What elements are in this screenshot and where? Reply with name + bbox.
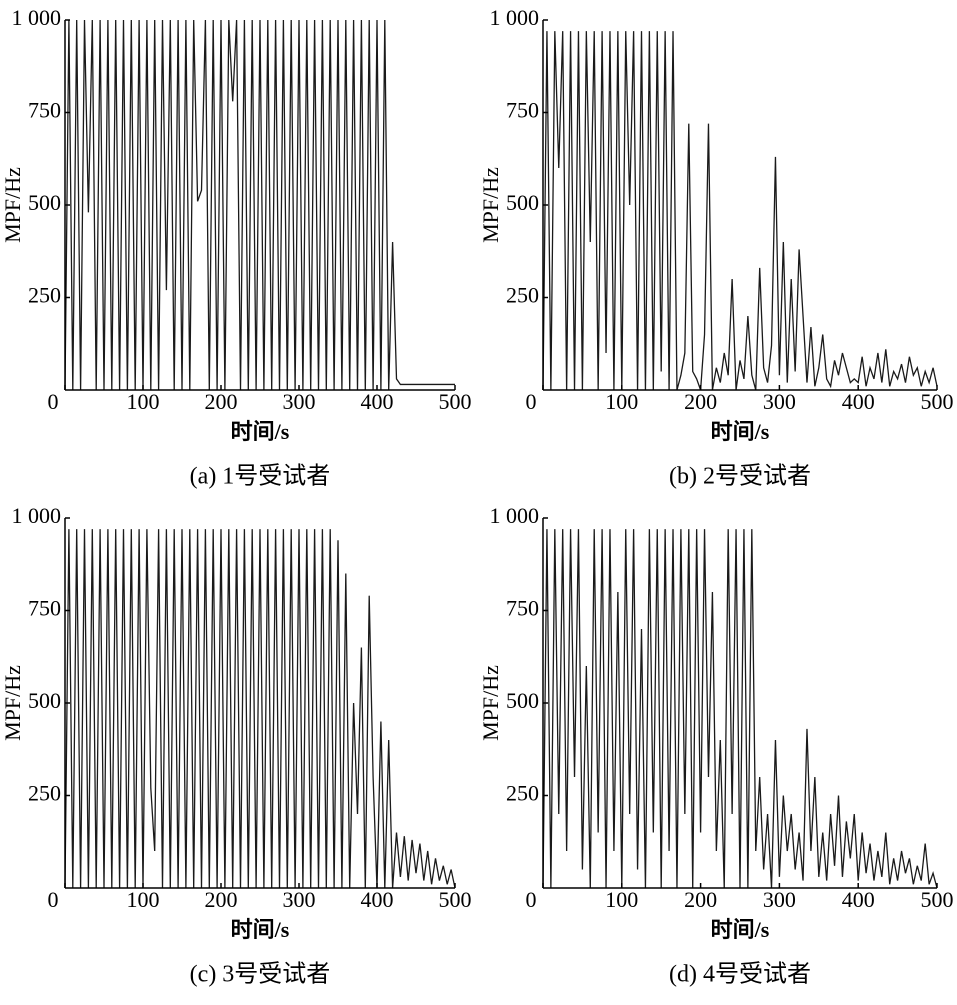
x-tick-label: 0: [526, 887, 537, 912]
panel-caption: (a) 1号受试者: [190, 463, 331, 490]
x-tick-label: 200: [684, 887, 717, 912]
x-tick-label: 300: [763, 887, 796, 912]
mpf-line: [64, 529, 456, 889]
x-axis-label: 时间/s: [711, 917, 770, 942]
y-axis-label: MPF/Hz: [0, 167, 25, 243]
x-tick-label: 500: [439, 389, 472, 414]
x-tick-label: 100: [127, 887, 160, 912]
x-tick-label: 0: [48, 887, 59, 912]
y-tick-label: 750: [28, 596, 61, 621]
panel-caption: (d) 4号受试者: [669, 961, 811, 988]
y-tick-label: 250: [506, 283, 539, 308]
x-tick-label: 0: [48, 389, 59, 414]
panel-caption: (c) 3号受试者: [190, 961, 331, 988]
y-axis-label: MPF/Hz: [0, 665, 25, 741]
x-tick-label: 400: [361, 389, 394, 414]
x-tick-label: 200: [684, 389, 717, 414]
y-tick-label: 500: [28, 688, 61, 713]
x-tick-label: 100: [127, 389, 160, 414]
x-axis-label: 时间/s: [231, 419, 290, 444]
mpf-line: [64, 19, 455, 391]
x-axis-label: 时间/s: [231, 917, 290, 942]
mpf-line: [542, 529, 938, 889]
x-tick-label: 400: [842, 887, 875, 912]
x-tick-label: 300: [763, 389, 796, 414]
x-tick-label: 200: [205, 389, 238, 414]
y-tick-label: 1 000: [490, 503, 540, 528]
x-tick-label: 400: [842, 389, 875, 414]
y-axis-label: MPF/Hz: [478, 665, 503, 741]
x-tick-label: 500: [921, 389, 954, 414]
y-tick-label: 1 000: [12, 5, 62, 30]
y-tick-label: 250: [28, 283, 61, 308]
y-tick-label: 500: [506, 190, 539, 215]
x-tick-label: 500: [439, 887, 472, 912]
x-tick-label: 500: [921, 887, 954, 912]
x-tick-label: 300: [283, 887, 316, 912]
x-tick-label: 100: [605, 389, 638, 414]
x-tick-label: 300: [283, 389, 316, 414]
x-tick-label: 100: [605, 887, 638, 912]
y-tick-label: 1 000: [490, 5, 540, 30]
y-tick-label: 750: [506, 98, 539, 123]
y-tick-label: 1 000: [12, 503, 62, 528]
y-tick-label: 500: [506, 688, 539, 713]
y-tick-label: 250: [506, 781, 539, 806]
mpf-line: [542, 31, 938, 391]
x-tick-label: 200: [205, 887, 238, 912]
y-axis-label: MPF/Hz: [478, 167, 503, 243]
panel-caption: (b) 2号受试者: [669, 463, 811, 490]
x-tick-label: 0: [526, 389, 537, 414]
y-tick-label: 750: [506, 596, 539, 621]
x-axis-label: 时间/s: [711, 419, 770, 444]
y-tick-label: 750: [28, 98, 61, 123]
x-tick-label: 400: [361, 887, 394, 912]
y-tick-label: 500: [28, 190, 61, 215]
y-tick-label: 250: [28, 781, 61, 806]
